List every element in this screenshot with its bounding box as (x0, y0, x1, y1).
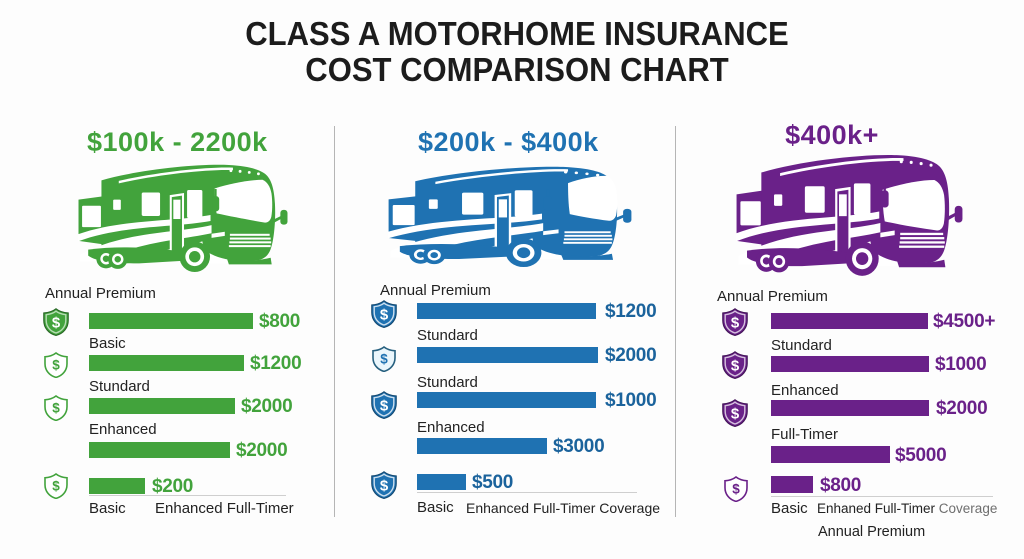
svg-text:$: $ (731, 405, 740, 422)
svg-text:$: $ (380, 306, 389, 323)
svg-text:$: $ (52, 479, 60, 494)
svg-text:$: $ (52, 401, 60, 416)
svg-text:$: $ (380, 352, 388, 367)
svg-text:$: $ (52, 314, 61, 331)
svg-text:$: $ (732, 482, 740, 497)
svg-text:$: $ (380, 477, 389, 494)
svg-text:$: $ (380, 397, 389, 414)
svg-text:$: $ (731, 357, 740, 374)
svg-text:$: $ (52, 358, 60, 373)
svg-text:$: $ (731, 314, 740, 331)
